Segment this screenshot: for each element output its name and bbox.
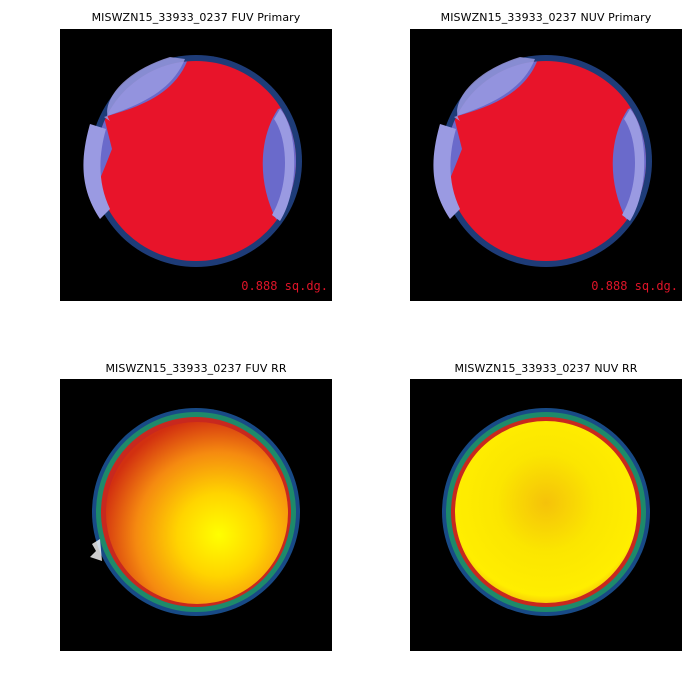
nuv-rr-title: MISWZN15_33933_0237 NUV RR	[454, 362, 638, 375]
fuv-primary-title: MISWZN15_33933_0237 FUV Primary	[91, 11, 301, 24]
nuv-primary-title: MISWZN15_33933_0237 NUV Primary	[440, 11, 652, 24]
fuv-primary-panel: 0.888 sq.dg.	[60, 29, 332, 301]
fuv-area-label: 0.888 sq.dg.	[241, 279, 328, 293]
nuv-rr-map	[442, 408, 650, 616]
fuv-primary-map	[83, 55, 302, 267]
fuv-overlap-rim-right	[272, 109, 295, 221]
fuv-rr-title: MISWZN15_33933_0237 FUV RR	[105, 362, 287, 375]
nuv-rr-response	[455, 421, 637, 603]
nuv-primary-panel: 0.888 sq.dg.	[410, 29, 682, 301]
fuv-overlap-rim-left	[83, 124, 110, 219]
fuv-rr-edge-artifact	[90, 539, 102, 561]
nuv-overlap-rim-left	[433, 124, 460, 219]
nuv-overlap-rim-right	[622, 109, 645, 221]
nuv-area-label: 0.888 sq.dg.	[591, 279, 678, 293]
fuv-overlap-rim-top	[104, 57, 185, 121]
nuv-primary-map	[433, 55, 652, 267]
nuv-overlap-rim-top	[454, 57, 535, 121]
fuv-rr-map	[90, 408, 300, 616]
fuv-rr-response	[106, 422, 288, 604]
nuv-rr-panel	[410, 379, 682, 651]
fuv-rr-panel	[60, 379, 332, 651]
